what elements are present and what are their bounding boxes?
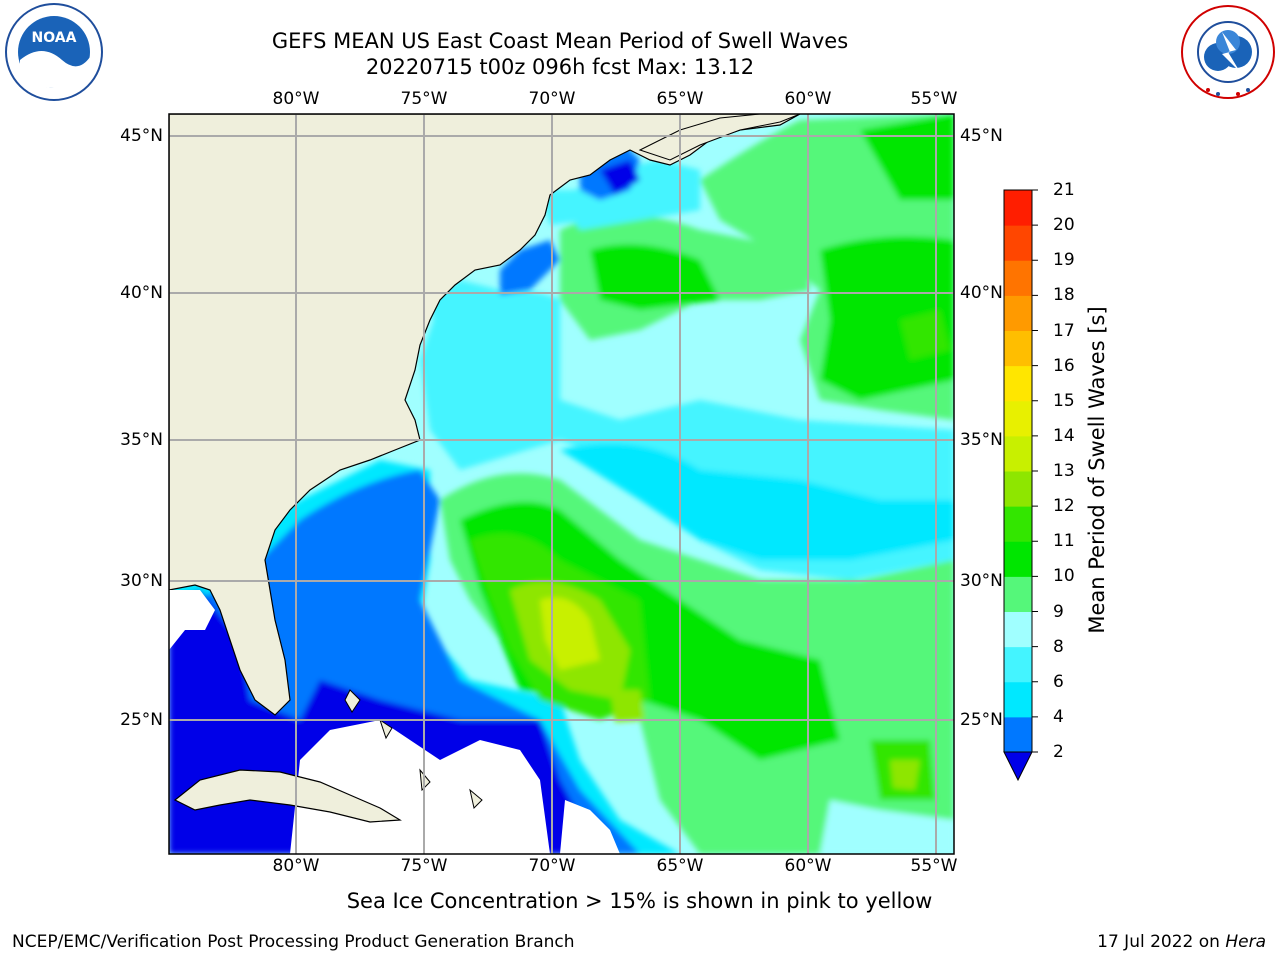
colorbar-tick-label: 21 [1053, 180, 1075, 200]
colorbar-segment [1004, 541, 1032, 577]
lon-label-bottom: 70°W [528, 856, 576, 876]
colorbar-tick-label: 2 [1053, 742, 1064, 762]
lon-label-top: 60°W [784, 89, 832, 109]
colorbar-tick-label: 19 [1053, 250, 1075, 271]
lon-label-bottom: 65°W [656, 856, 704, 876]
lon-label-bottom: 80°W [272, 856, 320, 876]
colorbar-segment [1004, 471, 1032, 507]
lat-label-right: 35°N [960, 430, 1003, 450]
lat-label-left: 35°N [120, 430, 163, 450]
colorbar-tick-label: 14 [1053, 425, 1075, 446]
land-north-america [169, 114, 801, 716]
colorbar-tick-label: 8 [1053, 636, 1064, 657]
colorbar-tick-label: 9 [1053, 601, 1064, 622]
noaa-logo: NOAA [5, 3, 103, 101]
lat-label-left: 30°N [120, 571, 163, 591]
lat-label-left: 25°N [120, 710, 163, 730]
noaa-logo-text: NOAA [32, 30, 77, 46]
lon-label-top: 80°W [272, 89, 320, 109]
lon-label-bottom: 75°W [400, 856, 448, 876]
colorbar-segment [1004, 506, 1032, 542]
colorbar-tick-label: 11 [1053, 531, 1075, 552]
colorbar-tick-label: 20 [1053, 215, 1075, 236]
colorbar-tick-label: 17 [1053, 320, 1075, 341]
colorbar-segment [1004, 330, 1032, 367]
colorbar-segment [1004, 190, 1032, 226]
lat-label-right: 30°N [960, 571, 1003, 591]
chart-subtitle: 20220715 t00z 096h fcst Max: 13.12 [365, 55, 755, 79]
colorbar-tick-label: 18 [1053, 285, 1075, 306]
lon-label-bottom: 55°W [910, 856, 958, 876]
colorbar-tick-label: 12 [1053, 496, 1075, 517]
nws-logo [1181, 5, 1275, 99]
graticule [169, 114, 954, 854]
lon-label-top: 65°W [656, 89, 704, 109]
lon-label-bottom: 60°W [784, 856, 832, 876]
colorbar-segment [1004, 576, 1032, 612]
sea-ice-note: Sea Ice Concentration > 15% is shown in … [346, 889, 933, 913]
colorbar-segment [1004, 400, 1032, 437]
lat-label-right: 25°N [960, 710, 1003, 730]
lat-label-right: 45°N [960, 126, 1003, 146]
colorbar-segment [1004, 716, 1032, 753]
colorbar-tick-label: 16 [1053, 355, 1075, 376]
lat-label-left: 40°N [120, 283, 163, 303]
footer-date: 17 Jul 2022 on Hera [1097, 932, 1266, 952]
lon-label-top: 75°W [400, 89, 448, 109]
colorbar-segment [1004, 646, 1032, 683]
colorbar-segment [1004, 295, 1032, 331]
lon-label-top: 70°W [528, 89, 576, 109]
colorbar-segment [1004, 260, 1032, 296]
no-data-caribbean [290, 720, 550, 854]
colorbar-extend-triangle [1003, 751, 1033, 782]
colorbar-segment [1004, 225, 1032, 261]
lon-label-top: 55°W [910, 89, 958, 109]
lat-label-left: 45°N [120, 126, 163, 146]
colorbar-tick-label: 6 [1053, 671, 1064, 692]
colorbar-segment [1004, 435, 1032, 472]
colorbar-tick-label: 13 [1053, 461, 1075, 481]
chart-title: GEFS MEAN US East Coast Mean Period of S… [271, 29, 849, 53]
footer-credit: NCEP/EMC/Verification Post Processing Pr… [12, 932, 575, 952]
colorbar-tick-label: 4 [1053, 706, 1064, 727]
colorbar-segment [1004, 365, 1032, 402]
colorbar-tick-label: 15 [1053, 390, 1075, 411]
lat-label-right: 40°N [960, 283, 1003, 303]
colorbar-segment [1004, 681, 1032, 718]
colorbar-tick-label: 10 [1053, 566, 1075, 587]
colorbar-label: Mean Period of Swell Waves [s] [1085, 306, 1109, 634]
footer-date-text: 17 Jul 2022 on [1097, 932, 1220, 952]
land-cuba [173, 769, 402, 823]
footer-host: Hera [1225, 932, 1266, 952]
map-frame [168, 113, 955, 855]
colorbar-segment [1004, 611, 1032, 648]
